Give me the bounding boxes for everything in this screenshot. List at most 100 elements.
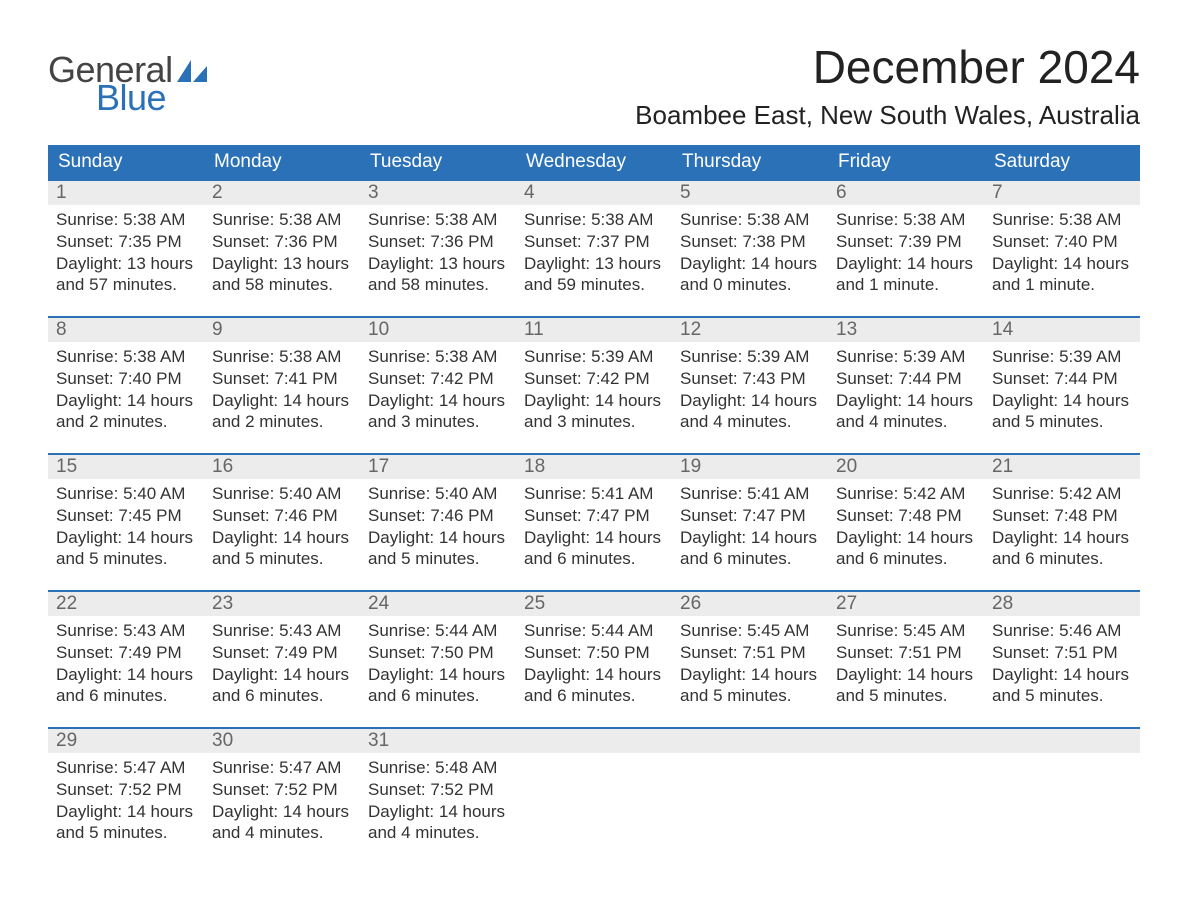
calendar-day: 3Sunrise: 5:38 AMSunset: 7:36 PMDaylight… [360, 181, 516, 298]
calendar-day: 18Sunrise: 5:41 AMSunset: 7:47 PMDayligh… [516, 455, 672, 572]
sunset-text: Sunset: 7:36 PM [212, 231, 352, 253]
calendar-day: 12Sunrise: 5:39 AMSunset: 7:43 PMDayligh… [672, 318, 828, 435]
sunrise-text: Sunrise: 5:39 AM [836, 346, 976, 368]
sunset-text: Sunset: 7:50 PM [524, 642, 664, 664]
sunrise-text: Sunrise: 5:38 AM [836, 209, 976, 231]
sunrise-text: Sunrise: 5:44 AM [524, 620, 664, 642]
day-number: 3 [360, 181, 516, 205]
daylight-line1: Daylight: 14 hours [212, 664, 352, 686]
dow-cell: Sunday [48, 145, 204, 179]
day-body: Sunrise: 5:47 AMSunset: 7:52 PMDaylight:… [48, 753, 204, 846]
calendar-day: 22Sunrise: 5:43 AMSunset: 7:49 PMDayligh… [48, 592, 204, 709]
sunset-text: Sunset: 7:51 PM [680, 642, 820, 664]
day-body: Sunrise: 5:41 AMSunset: 7:47 PMDaylight:… [672, 479, 828, 572]
day-number: 27 [828, 592, 984, 616]
sunset-text: Sunset: 7:35 PM [56, 231, 196, 253]
sunrise-text: Sunrise: 5:40 AM [56, 483, 196, 505]
calendar-day: 2Sunrise: 5:38 AMSunset: 7:36 PMDaylight… [204, 181, 360, 298]
calendar-day: 1Sunrise: 5:38 AMSunset: 7:35 PMDaylight… [48, 181, 204, 298]
day-number: 15 [48, 455, 204, 479]
sunset-text: Sunset: 7:45 PM [56, 505, 196, 527]
day-number: 28 [984, 592, 1140, 616]
sunset-text: Sunset: 7:40 PM [992, 231, 1132, 253]
sunset-text: Sunset: 7:36 PM [368, 231, 508, 253]
daylight-line1: Daylight: 14 hours [212, 390, 352, 412]
dow-cell: Saturday [984, 145, 1140, 179]
daylight-line2: and 6 minutes. [524, 685, 664, 707]
sunrise-text: Sunrise: 5:38 AM [56, 346, 196, 368]
sunrise-text: Sunrise: 5:47 AM [56, 757, 196, 779]
day-body: Sunrise: 5:38 AMSunset: 7:36 PMDaylight:… [204, 205, 360, 298]
daylight-line1: Daylight: 14 hours [992, 527, 1132, 549]
day-number: 19 [672, 455, 828, 479]
daylight-line1: Daylight: 14 hours [680, 253, 820, 275]
sunset-text: Sunset: 7:38 PM [680, 231, 820, 253]
daylight-line2: and 5 minutes. [992, 685, 1132, 707]
calendar-week: 29Sunrise: 5:47 AMSunset: 7:52 PMDayligh… [48, 727, 1140, 846]
daylight-line1: Daylight: 14 hours [524, 390, 664, 412]
day-body: Sunrise: 5:38 AMSunset: 7:42 PMDaylight:… [360, 342, 516, 435]
sunset-text: Sunset: 7:44 PM [992, 368, 1132, 390]
sunset-text: Sunset: 7:46 PM [368, 505, 508, 527]
day-body [672, 753, 828, 759]
daylight-line2: and 1 minute. [992, 274, 1132, 296]
daylight-line2: and 6 minutes. [992, 548, 1132, 570]
sunset-text: Sunset: 7:51 PM [836, 642, 976, 664]
day-body: Sunrise: 5:38 AMSunset: 7:38 PMDaylight:… [672, 205, 828, 298]
sunset-text: Sunset: 7:47 PM [680, 505, 820, 527]
day-number: 16 [204, 455, 360, 479]
day-number: 11 [516, 318, 672, 342]
daylight-line2: and 2 minutes. [56, 411, 196, 433]
sunrise-text: Sunrise: 5:39 AM [992, 346, 1132, 368]
day-number: 26 [672, 592, 828, 616]
day-number: 8 [48, 318, 204, 342]
sunset-text: Sunset: 7:47 PM [524, 505, 664, 527]
sunset-text: Sunset: 7:42 PM [524, 368, 664, 390]
day-number: 30 [204, 729, 360, 753]
sunrise-text: Sunrise: 5:39 AM [680, 346, 820, 368]
day-number: 21 [984, 455, 1140, 479]
daylight-line1: Daylight: 14 hours [992, 390, 1132, 412]
calendar-day: 17Sunrise: 5:40 AMSunset: 7:46 PMDayligh… [360, 455, 516, 572]
sunrise-text: Sunrise: 5:41 AM [680, 483, 820, 505]
daylight-line2: and 3 minutes. [368, 411, 508, 433]
day-body: Sunrise: 5:38 AMSunset: 7:41 PMDaylight:… [204, 342, 360, 435]
calendar-day: 19Sunrise: 5:41 AMSunset: 7:47 PMDayligh… [672, 455, 828, 572]
sunrise-text: Sunrise: 5:38 AM [368, 346, 508, 368]
calendar-day: 21Sunrise: 5:42 AMSunset: 7:48 PMDayligh… [984, 455, 1140, 572]
daylight-line1: Daylight: 14 hours [836, 527, 976, 549]
daylight-line1: Daylight: 13 hours [56, 253, 196, 275]
day-body: Sunrise: 5:39 AMSunset: 7:44 PMDaylight:… [984, 342, 1140, 435]
calendar-day [984, 729, 1140, 846]
day-body: Sunrise: 5:40 AMSunset: 7:45 PMDaylight:… [48, 479, 204, 572]
sunset-text: Sunset: 7:40 PM [56, 368, 196, 390]
sunrise-text: Sunrise: 5:45 AM [680, 620, 820, 642]
sunrise-text: Sunrise: 5:38 AM [992, 209, 1132, 231]
daylight-line1: Daylight: 14 hours [368, 527, 508, 549]
day-number: 4 [516, 181, 672, 205]
brand-logo: General Blue [48, 40, 207, 116]
dow-cell: Thursday [672, 145, 828, 179]
day-body [516, 753, 672, 759]
calendar-day: 30Sunrise: 5:47 AMSunset: 7:52 PMDayligh… [204, 729, 360, 846]
day-body: Sunrise: 5:38 AMSunset: 7:40 PMDaylight:… [48, 342, 204, 435]
calendar-day: 23Sunrise: 5:43 AMSunset: 7:49 PMDayligh… [204, 592, 360, 709]
calendar-day: 16Sunrise: 5:40 AMSunset: 7:46 PMDayligh… [204, 455, 360, 572]
daylight-line2: and 58 minutes. [368, 274, 508, 296]
daylight-line2: and 4 minutes. [212, 822, 352, 844]
sunset-text: Sunset: 7:50 PM [368, 642, 508, 664]
day-number: 24 [360, 592, 516, 616]
daylight-line1: Daylight: 13 hours [212, 253, 352, 275]
day-body: Sunrise: 5:38 AMSunset: 7:35 PMDaylight:… [48, 205, 204, 298]
calendar-day: 11Sunrise: 5:39 AMSunset: 7:42 PMDayligh… [516, 318, 672, 435]
day-body: Sunrise: 5:40 AMSunset: 7:46 PMDaylight:… [360, 479, 516, 572]
daylight-line2: and 5 minutes. [680, 685, 820, 707]
sunset-text: Sunset: 7:49 PM [56, 642, 196, 664]
sunset-text: Sunset: 7:48 PM [836, 505, 976, 527]
sunset-text: Sunset: 7:41 PM [212, 368, 352, 390]
calendar-day: 4Sunrise: 5:38 AMSunset: 7:37 PMDaylight… [516, 181, 672, 298]
sunrise-text: Sunrise: 5:38 AM [212, 209, 352, 231]
day-body: Sunrise: 5:38 AMSunset: 7:39 PMDaylight:… [828, 205, 984, 298]
day-body: Sunrise: 5:42 AMSunset: 7:48 PMDaylight:… [828, 479, 984, 572]
day-body: Sunrise: 5:38 AMSunset: 7:36 PMDaylight:… [360, 205, 516, 298]
